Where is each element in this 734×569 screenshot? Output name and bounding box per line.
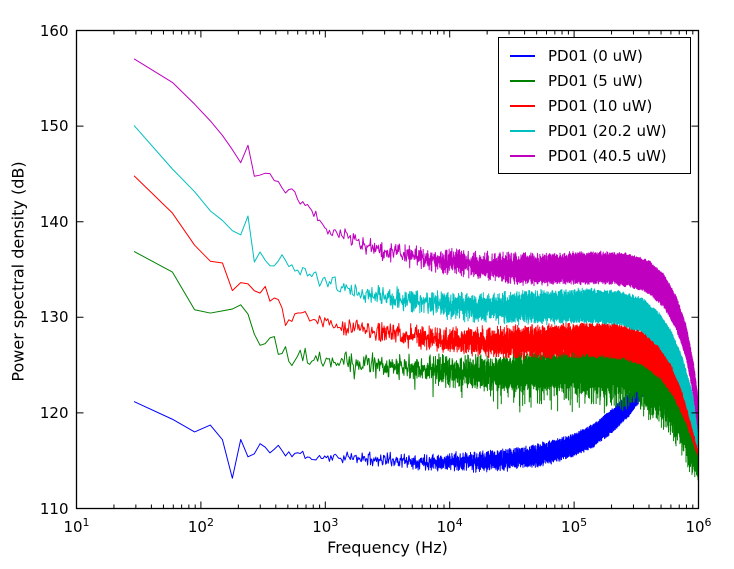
legend-line-swatch <box>510 129 535 132</box>
legend-entry: PD01 (20.2 uW) <box>499 118 690 143</box>
legend-line-swatch <box>510 104 535 107</box>
legend-line-swatch <box>510 79 535 82</box>
legend-entry: PD01 (5 uW) <box>499 68 690 93</box>
legend-label: PD01 (40.5 uW) <box>548 146 667 165</box>
legend-line-swatch <box>510 154 535 157</box>
legend-entry: PD01 (10 uW) <box>499 93 690 118</box>
y-axis-label: Power spectral density (dB) <box>8 161 28 382</box>
x-tick-label: 102 <box>187 516 214 536</box>
legend-label: PD01 (20.2 uW) <box>548 121 667 140</box>
legend-label: PD01 (5 uW) <box>548 71 643 90</box>
legend-entry: PD01 (0 uW) <box>499 43 690 68</box>
y-tick-label: 150 <box>39 117 69 136</box>
legend-label: PD01 (0 uW) <box>548 46 643 65</box>
y-tick-label: 130 <box>39 308 69 327</box>
x-tick-label: 105 <box>561 516 588 536</box>
x-tick-label: 101 <box>63 516 90 536</box>
legend-label: PD01 (10 uW) <box>548 96 653 115</box>
legend: PD01 (0 uW) PD01 (5 uW) PD01 (10 uW) PD01 (… <box>498 37 691 174</box>
y-tick-label: 140 <box>39 212 69 231</box>
legend-entry: PD01 (40.5 uW) <box>499 143 690 168</box>
x-tick-label: 106 <box>685 516 712 536</box>
y-tick-label: 160 <box>39 21 69 40</box>
y-tick-label: 110 <box>39 499 69 518</box>
x-tick-label: 103 <box>312 516 339 536</box>
x-axis-label: Frequency (Hz) <box>327 538 448 557</box>
legend-line-swatch <box>510 54 535 57</box>
y-tick-label: 120 <box>39 403 69 422</box>
x-tick-label: 104 <box>436 516 463 536</box>
